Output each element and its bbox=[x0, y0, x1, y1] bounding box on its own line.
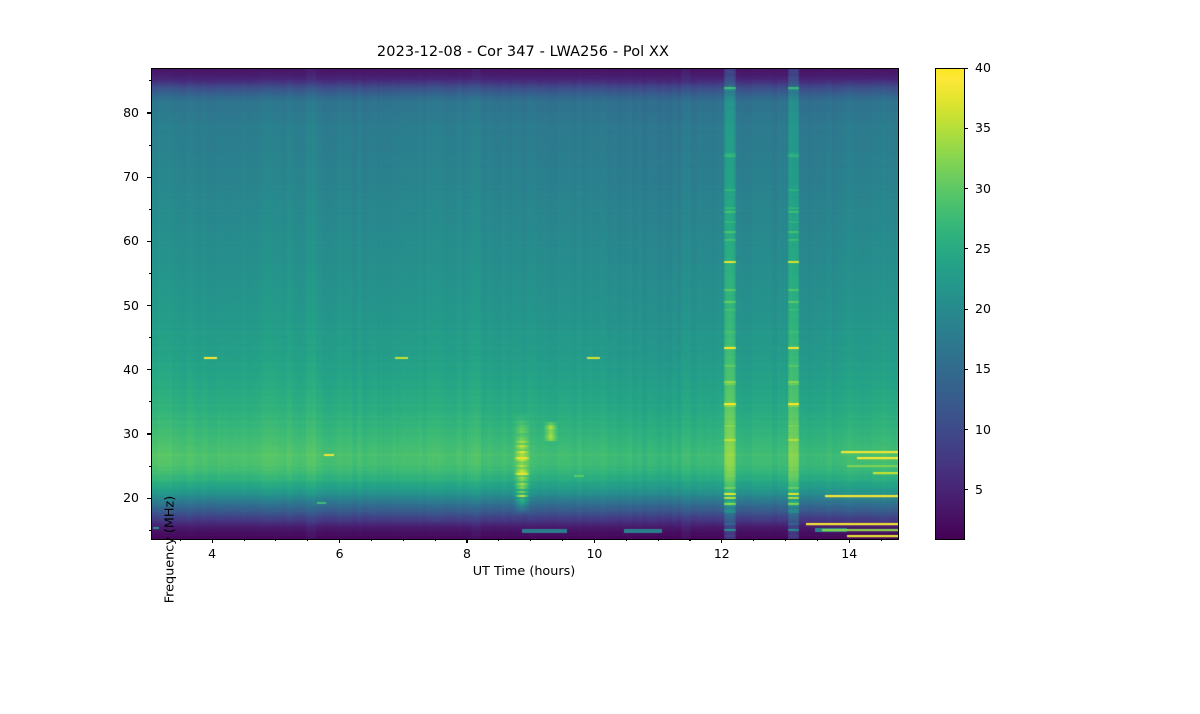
spectrogram-axes[interactable] bbox=[151, 68, 899, 540]
y-tick-minor bbox=[148, 401, 151, 403]
y-axis-label: Frequency (MHz) bbox=[162, 495, 178, 604]
colorbar-tick-label: 35 bbox=[975, 120, 991, 136]
y-tick-minor bbox=[148, 144, 151, 146]
spectrogram-image[interactable] bbox=[152, 69, 898, 539]
x-tick-major bbox=[848, 539, 850, 544]
colorbar-tick bbox=[964, 489, 969, 491]
x-tick-label: 10 bbox=[586, 546, 603, 561]
y-tick-minor bbox=[148, 80, 151, 82]
x-tick-label: 6 bbox=[335, 546, 344, 561]
colorbar-axes[interactable] bbox=[935, 68, 965, 540]
x-tick-major bbox=[466, 539, 468, 544]
y-tick-major bbox=[146, 433, 151, 435]
x-tick-minor bbox=[816, 539, 818, 542]
colorbar-tick-label: 20 bbox=[975, 301, 991, 317]
y-tick-label: 20 bbox=[123, 490, 139, 506]
x-tick-minor bbox=[434, 539, 436, 542]
colorbar-tick bbox=[964, 429, 969, 431]
x-tick-major bbox=[211, 539, 213, 544]
plot-title: 2023-12-08 - Cor 347 - LWA256 - Pol XX bbox=[376, 44, 670, 60]
colorbar-tick bbox=[964, 188, 969, 190]
x-tick-minor bbox=[498, 539, 500, 542]
y-tick-minor bbox=[148, 465, 151, 467]
y-tick-major bbox=[146, 240, 151, 242]
y-tick-minor bbox=[148, 529, 151, 531]
y-tick-label: 30 bbox=[123, 425, 139, 441]
x-tick-minor bbox=[880, 539, 882, 542]
y-tick-minor bbox=[148, 272, 151, 275]
x-axis-label: UT Time (hours) bbox=[472, 564, 576, 579]
y-tick-minor bbox=[148, 208, 151, 210]
x-tick-minor bbox=[753, 539, 755, 542]
x-tick-label: 12 bbox=[713, 546, 730, 561]
x-tick-minor bbox=[785, 539, 787, 542]
colorbar-tick bbox=[964, 67, 969, 69]
y-tick-major bbox=[146, 305, 151, 307]
colorbar-gradient bbox=[936, 69, 964, 539]
colorbar-tick-label: 15 bbox=[975, 361, 991, 377]
colorbar-tick bbox=[964, 308, 969, 310]
y-tick-label: 40 bbox=[123, 361, 139, 377]
x-tick-label: 8 bbox=[462, 546, 471, 561]
colorbar-tick-label: 5 bbox=[975, 481, 983, 497]
y-tick-label: 80 bbox=[123, 104, 139, 120]
x-tick-major bbox=[339, 539, 341, 544]
x-tick-minor bbox=[370, 539, 373, 542]
x-tick-major bbox=[593, 539, 595, 544]
y-tick-major bbox=[146, 497, 151, 499]
colorbar-tick bbox=[964, 368, 969, 370]
x-tick-minor bbox=[243, 539, 245, 542]
colorbar-tick-label: 10 bbox=[975, 421, 991, 437]
y-tick-label: 60 bbox=[123, 233, 139, 249]
x-tick-minor bbox=[689, 539, 691, 542]
x-tick-label: 4 bbox=[208, 546, 217, 561]
colorbar-tick bbox=[964, 248, 969, 250]
y-tick-minor bbox=[148, 337, 151, 339]
colorbar-tick bbox=[964, 127, 969, 129]
x-tick-minor bbox=[275, 539, 277, 542]
x-tick-minor bbox=[530, 539, 532, 542]
y-tick-major bbox=[146, 176, 151, 178]
colorbar-tick-label: 30 bbox=[975, 180, 991, 196]
y-tick-label: 70 bbox=[123, 169, 139, 185]
x-tick-label: 14 bbox=[841, 546, 858, 561]
y-tick-major bbox=[146, 369, 151, 371]
colorbar-tick-label: 25 bbox=[975, 240, 991, 256]
x-tick-minor bbox=[402, 539, 404, 542]
figure-canvas: 2023-12-08 - Cor 347 - LWA256 - Pol XX 4… bbox=[123, 44, 991, 604]
x-tick-minor bbox=[307, 539, 309, 542]
colorbar-tick-label: 40 bbox=[975, 60, 991, 75]
x-tick-minor bbox=[562, 539, 564, 542]
x-tick-minor bbox=[625, 539, 627, 542]
y-tick-label: 50 bbox=[123, 297, 139, 313]
x-tick-major bbox=[721, 539, 723, 544]
x-tick-minor bbox=[657, 539, 659, 542]
x-tick-minor bbox=[179, 539, 181, 542]
y-tick-major bbox=[146, 112, 151, 114]
